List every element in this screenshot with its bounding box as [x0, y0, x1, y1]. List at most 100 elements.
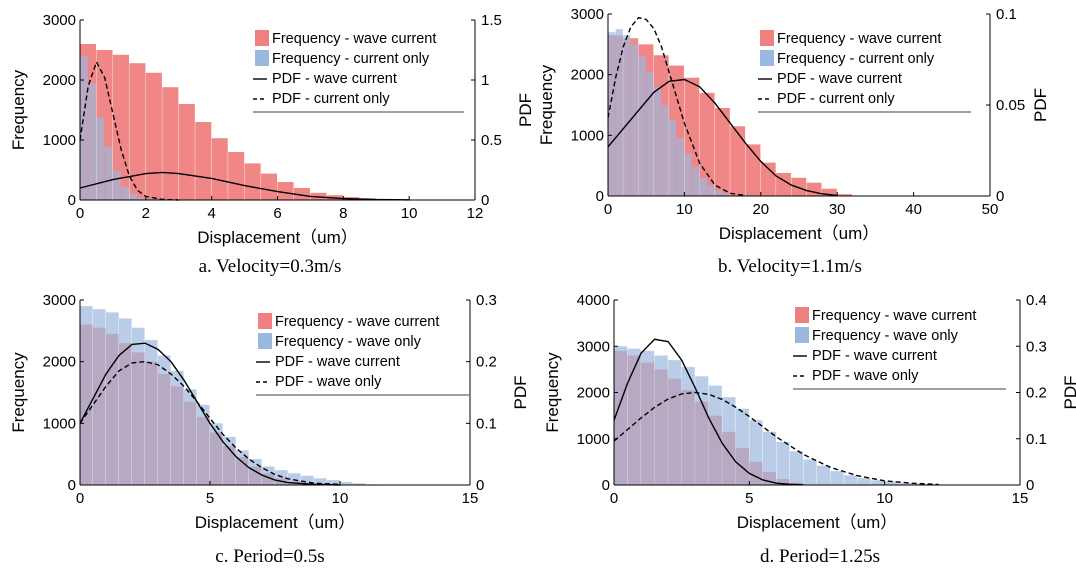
y-tick-label: 1000: [577, 431, 610, 448]
x-axis-label: Displacement（um）: [195, 513, 356, 532]
second-series-bar-0: [80, 56, 88, 200]
pdf-wave-current-line: [613, 338, 804, 486]
legend-label: PDF - wave current: [272, 71, 397, 87]
second-series-bar-7: [137, 197, 146, 200]
second-series-bar-5: [121, 186, 129, 200]
legend: Frequency - wave current Frequency - curr…: [253, 30, 464, 113]
wave-current-bar-11: [261, 173, 278, 200]
wave-current-bar-6: [178, 104, 195, 200]
second-series-bar-1: [88, 83, 97, 200]
wave-current-bar-7: [714, 108, 730, 196]
legend-label: PDF - wave only: [812, 368, 919, 384]
y2-tick-label: 0.1: [476, 415, 497, 432]
legend-swatch-red: [255, 30, 269, 46]
second-series-bar-10: [749, 420, 763, 485]
second-series-bar-1: [93, 309, 106, 485]
chart-panel-4: 0 5 10 150100020003000400000.10.20.30.4Disp…: [543, 292, 1076, 567]
legend-swatch-blue: [255, 50, 269, 66]
figure-caption: a. Velocity=0.3m/s: [199, 256, 342, 277]
y2-tick-label: 0: [476, 477, 484, 494]
second-series-bar-9: [735, 408, 749, 485]
second-series-bar-12: [236, 450, 249, 485]
y2-tick-label: 0.2: [476, 354, 497, 371]
legend-label: PDF - current only: [777, 91, 895, 107]
legend-label: Frequency - wave only: [812, 328, 959, 344]
x-tick-label: 6: [273, 205, 281, 222]
y-tick-label: 0: [68, 192, 76, 209]
second-series-bar-3: [630, 44, 639, 196]
second-series-bar-19: [871, 480, 885, 486]
second-series-bar-11: [223, 436, 236, 485]
x-tick-label: 10: [401, 205, 418, 222]
y-tick-label: 3000: [43, 12, 76, 29]
y-tick-label: 3000: [43, 292, 76, 309]
legend-swatch-blue: [795, 327, 809, 343]
second-series-bar-19: [327, 480, 340, 485]
second-series-bar-10: [684, 153, 692, 196]
y-axis-label: Frequency: [9, 69, 28, 150]
second-series-bar-3: [654, 355, 668, 485]
x-axis-label: Displacement（um）: [737, 513, 898, 532]
second-series-bar-18: [314, 478, 327, 485]
y2-tick-label: 1.5: [481, 12, 502, 29]
legend-label: Frequency - wave current: [777, 31, 941, 47]
second-series-bar-11: [692, 166, 700, 196]
second-series-bar-5: [646, 71, 654, 196]
second-series-bar-4: [112, 171, 121, 200]
legend: Frequency - wave current Frequency - curr…: [758, 30, 971, 113]
second-series-bar-6: [129, 194, 138, 200]
x-tick-label: 40: [905, 201, 922, 218]
y-tick-label: 4000: [577, 292, 610, 309]
x-tick-label: 50: [982, 201, 999, 218]
x-tick-label: 15: [462, 490, 479, 507]
second-series-bar-7: [708, 385, 722, 485]
pdf-second-line: [79, 360, 341, 486]
y-axis-label: Frequency: [543, 352, 562, 433]
second-series-bar-9: [197, 404, 210, 485]
y2-tick-label: 0.1: [1026, 431, 1047, 448]
second-series-bar-4: [638, 56, 646, 196]
y-tick-label: 0: [596, 188, 604, 205]
legend-label: Frequency - wave only: [275, 334, 422, 350]
legend-label: Frequency - wave current: [272, 31, 436, 47]
second-series-bar-2: [106, 312, 119, 485]
second-series-bar-11: [762, 431, 776, 485]
second-series-bar-9: [676, 138, 684, 196]
y2-tick-label: 0.05: [996, 97, 1025, 114]
wave-current-bar-8: [211, 138, 228, 200]
second-series-bar-8: [722, 397, 736, 486]
wave-current-bar-5: [162, 87, 179, 200]
y-tick-label: 1000: [43, 415, 76, 432]
legend-label: PDF - wave current: [777, 71, 902, 87]
x-axis-label: Displacement（um）: [197, 228, 358, 247]
legend-label: Frequency - wave current: [812, 308, 976, 324]
x-tick-label: 20: [752, 201, 769, 218]
legend: Frequency - wave current Frequency - wave…: [793, 307, 1006, 390]
chart-panel-3: 0 5 10 15010002000300000.10.20.3Displacemen…: [9, 292, 530, 567]
second-series-bar-13: [789, 451, 804, 485]
x-tick-label: 0: [604, 201, 612, 218]
y2-axis-label: PDF: [1061, 376, 1076, 410]
second-series-bar-0: [608, 32, 616, 197]
legend-label: Frequency - current only: [272, 51, 430, 67]
y-tick-label: 2000: [577, 385, 610, 402]
second-series-bar-1: [615, 29, 623, 197]
y-tick-label: 0: [602, 477, 610, 494]
second-series-bar-17: [844, 475, 858, 485]
y2-tick-label: 0: [996, 188, 1004, 205]
y-tick-label: 3000: [577, 338, 610, 355]
figure-caption: c. Period=0.5s: [215, 546, 324, 567]
figure-caption: d. Period=1.25s: [760, 546, 880, 567]
pdf-wave-current-line: [607, 78, 838, 197]
y2-tick-label: 1: [481, 72, 489, 89]
second-series-bar-14: [262, 466, 275, 485]
x-axis-label: Displacement（um）: [719, 224, 880, 243]
wave-current-bar-13: [293, 188, 311, 200]
second-series-bar-8: [669, 120, 677, 196]
wave-current-bar-9: [228, 152, 245, 200]
y2-axis-label: PDF: [516, 93, 535, 127]
second-series-bar-8: [184, 389, 197, 485]
second-series-bar-12: [776, 441, 790, 485]
x-tick-label: 8: [339, 205, 347, 222]
second-series-bar-0: [614, 346, 628, 485]
